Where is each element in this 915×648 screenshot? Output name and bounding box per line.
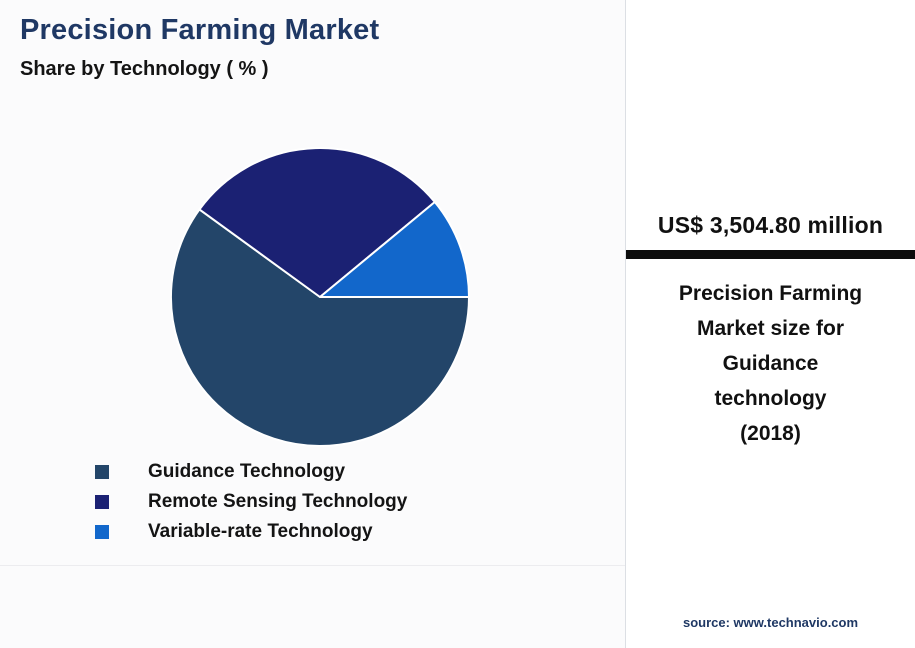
chart-legend: Guidance Technology Remote Sensing Techn… — [95, 461, 407, 542]
pie-chart-svg — [170, 147, 470, 447]
legend-item-remote-sensing: Remote Sensing Technology — [95, 491, 407, 512]
legend-item-guidance: Guidance Technology — [95, 461, 407, 482]
divider-line — [0, 565, 625, 566]
chart-area: Precision Farming Market Share by Techno… — [0, 14, 625, 566]
chart-subtitle: Share by Technology ( % ) — [20, 58, 269, 80]
legend-swatch-remote-sensing — [95, 494, 109, 509]
pie-chart — [168, 145, 472, 449]
stat-underline-bar — [626, 250, 915, 259]
legend-label-remote-sensing: Remote Sensing Technology — [148, 491, 408, 512]
source-attribution: source: www.technavio.com — [682, 615, 859, 630]
stat-panel: US$ 3,504.80 million Precision Farming M… — [625, 0, 915, 648]
page-title: Precision Farming Market — [20, 14, 380, 46]
pie-slice-variable-rate-technology — [319, 201, 470, 298]
pie-slice-remote-sensing-technology — [198, 147, 436, 298]
pie-slice-guidance-technology — [170, 208, 470, 447]
stat-headline-value: US$ 3,504.80 million — [657, 212, 884, 238]
legend-item-variable-rate: Variable-rate Technology — [95, 521, 407, 542]
legend-swatch-guidance — [95, 464, 109, 479]
stat-description: Precision Farming Market size for Guidan… — [678, 282, 863, 445]
legend-swatch-variable-rate — [95, 524, 109, 539]
legend-label-guidance: Guidance Technology — [148, 461, 346, 482]
legend-label-variable-rate: Variable-rate Technology — [148, 521, 373, 542]
